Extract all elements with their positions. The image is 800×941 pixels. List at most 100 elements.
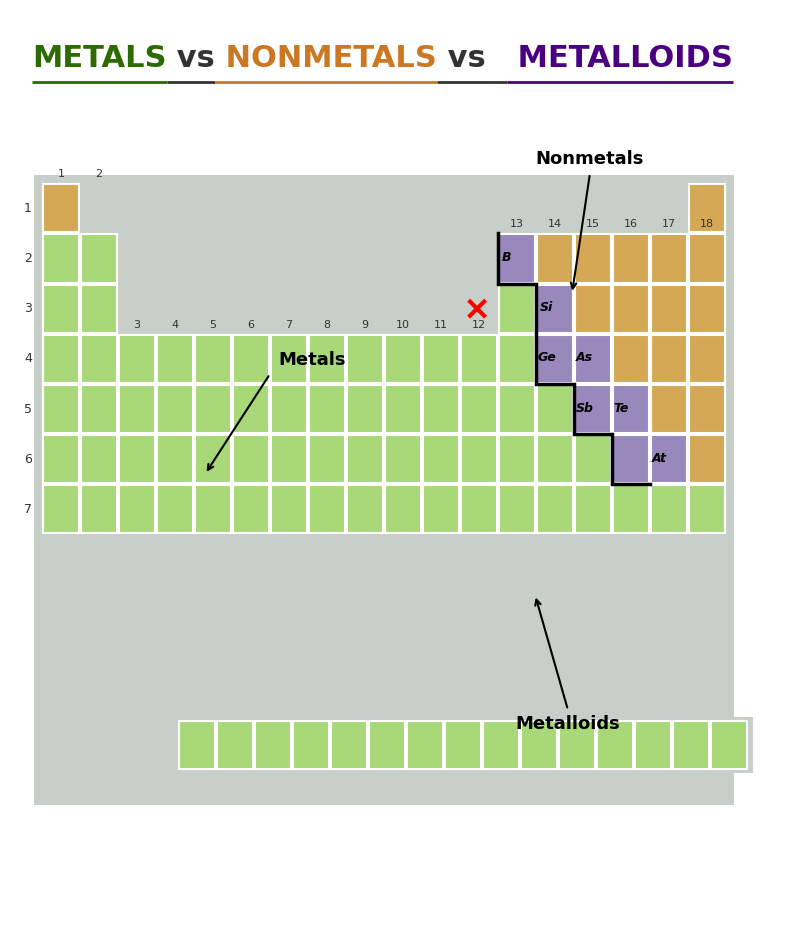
Bar: [43, 234, 79, 282]
Bar: [119, 486, 155, 534]
Bar: [195, 435, 231, 484]
Bar: [613, 234, 649, 282]
Bar: [423, 385, 459, 433]
Bar: [423, 486, 459, 534]
Bar: [43, 385, 79, 433]
Text: 16: 16: [624, 219, 638, 230]
Bar: [331, 721, 367, 770]
Bar: [445, 721, 481, 770]
Bar: [689, 234, 725, 282]
Bar: [293, 721, 329, 770]
Bar: [369, 721, 405, 770]
Bar: [347, 385, 383, 433]
Text: At: At: [652, 452, 667, 465]
Bar: [689, 486, 725, 534]
Text: 5: 5: [210, 320, 217, 329]
Bar: [385, 486, 421, 534]
Bar: [499, 435, 535, 484]
Text: METALLOIDS: METALLOIDS: [507, 44, 733, 73]
Text: Metalloids: Metalloids: [516, 715, 620, 733]
Bar: [559, 721, 595, 770]
Bar: [217, 721, 253, 770]
Text: NONMETALS: NONMETALS: [215, 44, 437, 73]
Bar: [309, 385, 345, 433]
Bar: [689, 335, 725, 383]
Bar: [499, 335, 535, 383]
Bar: [635, 721, 671, 770]
Bar: [575, 335, 611, 383]
Bar: [347, 335, 383, 383]
Bar: [385, 435, 421, 484]
Bar: [157, 335, 193, 383]
Bar: [613, 385, 649, 433]
Bar: [651, 435, 687, 484]
Text: 6: 6: [24, 453, 32, 466]
Bar: [233, 435, 269, 484]
Text: 7: 7: [286, 320, 293, 329]
Text: As: As: [576, 351, 593, 364]
Bar: [613, 435, 649, 484]
Bar: [81, 234, 117, 282]
Bar: [689, 184, 725, 232]
Bar: [43, 435, 79, 484]
Bar: [81, 385, 117, 433]
Bar: [499, 284, 535, 333]
Bar: [119, 435, 155, 484]
Text: 1: 1: [24, 201, 32, 215]
Bar: [43, 335, 79, 383]
Bar: [347, 486, 383, 534]
Bar: [119, 335, 155, 383]
Text: vs: vs: [437, 44, 507, 73]
Text: Sb: Sb: [576, 402, 594, 415]
Bar: [499, 234, 535, 282]
Text: 2: 2: [95, 169, 102, 179]
Bar: [233, 385, 269, 433]
Bar: [537, 435, 573, 484]
Bar: [423, 435, 459, 484]
Bar: [119, 385, 155, 433]
Bar: [651, 284, 687, 333]
Bar: [461, 486, 497, 534]
Text: 11: 11: [434, 320, 448, 329]
Bar: [195, 486, 231, 534]
Text: 1: 1: [58, 169, 65, 179]
Text: 4: 4: [24, 352, 32, 365]
Bar: [613, 284, 649, 333]
Bar: [179, 721, 215, 770]
Text: METALS: METALS: [32, 44, 166, 73]
Bar: [651, 385, 687, 433]
Text: 17: 17: [662, 219, 676, 230]
Bar: [309, 435, 345, 484]
Bar: [499, 385, 535, 433]
Bar: [461, 385, 497, 433]
Bar: [43, 184, 79, 232]
Bar: [43, 486, 79, 534]
Text: Si: Si: [540, 301, 553, 314]
Bar: [309, 486, 345, 534]
Bar: [461, 435, 497, 484]
Bar: [157, 486, 193, 534]
Bar: [271, 335, 307, 383]
Bar: [575, 435, 611, 484]
Bar: [271, 385, 307, 433]
Bar: [597, 721, 633, 770]
Bar: [423, 335, 459, 383]
Text: 18: 18: [700, 219, 714, 230]
Bar: [575, 234, 611, 282]
Bar: [309, 335, 345, 383]
Bar: [271, 486, 307, 534]
Bar: [651, 234, 687, 282]
Bar: [271, 435, 307, 484]
Text: B: B: [502, 251, 511, 264]
Bar: [34, 175, 734, 805]
Bar: [385, 385, 421, 433]
Text: 3: 3: [134, 320, 141, 329]
Bar: [407, 721, 443, 770]
Bar: [689, 385, 725, 433]
Bar: [537, 335, 573, 383]
Bar: [651, 486, 687, 534]
Text: Ge: Ge: [538, 351, 557, 364]
Text: 7: 7: [24, 502, 32, 516]
Text: 5: 5: [24, 403, 32, 416]
Text: Nonmetals: Nonmetals: [536, 151, 644, 168]
